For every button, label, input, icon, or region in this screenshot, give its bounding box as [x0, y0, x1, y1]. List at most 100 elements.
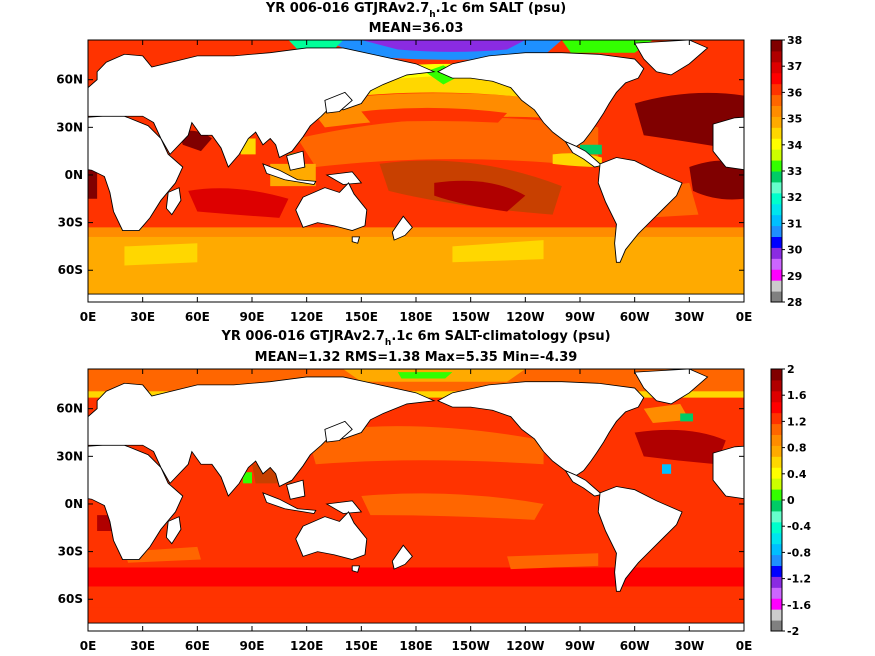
- x-tick-label: 60W: [620, 310, 650, 324]
- colorbar-tick-label: 1.6: [787, 389, 807, 402]
- colorbar-swatch: [771, 587, 782, 599]
- x-tick-label: 30E: [130, 310, 155, 324]
- colorbar-swatch: [771, 521, 782, 534]
- colorbar-tick-label: 0: [787, 494, 795, 507]
- colorbar-tick-label: 1.2: [787, 415, 807, 428]
- x-tick-label: 150E: [345, 639, 378, 653]
- x-tick-label: 0E: [736, 310, 753, 324]
- x-tick-label: 180E: [399, 639, 432, 653]
- colorbar-swatch: [771, 291, 782, 303]
- colorbar-swatch: [771, 269, 782, 281]
- y-tick-label: 0N: [65, 168, 83, 182]
- colorbar-swatch: [771, 401, 782, 414]
- panel1-title: YR 006-016 GTJRAv2.7h.1c 6m SALT (psu): [265, 1, 566, 20]
- x-tick-label: 150E: [345, 310, 378, 324]
- colorbar-tick-label: 2: [787, 363, 795, 376]
- x-tick-label: 60E: [185, 310, 210, 324]
- colorbar-tick-label: 34: [787, 139, 803, 152]
- colorbar-swatch: [771, 532, 782, 545]
- colorbar-tick-label: 0.8: [787, 442, 807, 455]
- colorbar-tick-label: -0.8: [787, 546, 811, 559]
- y-tick-label: 60S: [58, 592, 83, 606]
- colorbar-tick-label: -1.6: [787, 599, 811, 612]
- colorbar-swatch: [771, 40, 782, 52]
- x-tick-label: 150W: [452, 310, 490, 324]
- x-tick-label: 90W: [565, 639, 595, 653]
- panel-salinity: YR 006-016 GTJRAv2.7h.1c 6m SALT (psu) M…: [56, 1, 803, 324]
- x-tick-label: 120E: [290, 639, 323, 653]
- colorbar-tick-label: 30: [787, 244, 803, 257]
- x-tick-label: 120W: [506, 310, 544, 324]
- x-tick-label: 30W: [674, 310, 704, 324]
- colorbar-swatch: [771, 609, 782, 621]
- colorbar-tick-label: 37: [787, 60, 802, 73]
- x-tick-label: 30W: [674, 639, 704, 653]
- x-tick-label: 120E: [290, 310, 323, 324]
- x-tick-label: 0E: [736, 639, 753, 653]
- colorbar-tick-label: 36: [787, 86, 803, 99]
- colorbar-swatch: [771, 225, 782, 237]
- y-tick-label: 30S: [58, 216, 83, 230]
- colorbar-swatch: [771, 478, 782, 490]
- colorbar-tick-label: 29: [787, 270, 802, 283]
- x-tick-label: 90E: [240, 310, 265, 324]
- colorbar-swatch: [771, 236, 782, 248]
- x-tick-label: 90W: [565, 310, 595, 324]
- colorbar-swatch: [771, 543, 782, 556]
- colorbar-swatch: [771, 192, 782, 205]
- panel2-axes: 0E 30E 60E 90E 120E 150E 180E 150W 120W 90W 60W 30W…: [56, 369, 752, 653]
- y-tick-label: 30S: [58, 545, 83, 559]
- colorbar-swatch: [771, 445, 782, 457]
- colorbar-swatch: [771, 412, 782, 425]
- colorbar-swatch: [771, 554, 782, 566]
- panel2-map: [88, 369, 744, 631]
- colorbar-swatch: [771, 181, 782, 194]
- x-tick-label: 60E: [185, 639, 210, 653]
- panel1-axes: 0E 30E 60E 90E 120E 150E 180E 150W 120W 90W 60W 30W…: [56, 40, 752, 324]
- colorbar-swatch: [771, 214, 782, 227]
- colorbar-swatch: [771, 138, 782, 150]
- y-tick-label: 30N: [56, 449, 83, 463]
- colorbar-swatch: [771, 456, 782, 468]
- colorbar-tick-label: 0.4: [787, 468, 807, 481]
- colorbar-swatch: [771, 423, 782, 435]
- colorbar-swatch: [771, 171, 782, 183]
- panel2-colorbar: 2 1.6 1.2 0.8 0.4 0 -0.4 -0.8 -1.2 -1.6 -2: [770, 363, 811, 638]
- y-tick-label: 60S: [58, 263, 83, 277]
- colorbar-swatch: [771, 83, 782, 96]
- colorbar-swatch: [771, 489, 782, 501]
- colorbar-swatch: [771, 247, 782, 259]
- colorbar-swatch: [771, 598, 782, 610]
- colorbar-swatch: [771, 379, 782, 392]
- x-tick-label: 90E: [240, 639, 265, 653]
- colorbar-swatch: [771, 467, 782, 479]
- colorbar-swatch: [771, 203, 782, 216]
- panel2-subtitle: MEAN=1.32 RMS=1.38 Max=5.35 Min=-4.39: [255, 350, 578, 365]
- colorbar-swatch: [771, 280, 782, 292]
- x-tick-label: 30E: [130, 639, 155, 653]
- colorbar-swatch: [771, 369, 782, 381]
- x-tick-label: 0E: [80, 639, 97, 653]
- x-tick-label: 0E: [80, 310, 97, 324]
- panel1-map: [88, 40, 744, 302]
- colorbar-tick-label: 35: [787, 113, 802, 126]
- colorbar-tick-label: 33: [787, 165, 802, 178]
- colorbar-swatch: [771, 434, 782, 446]
- colorbar-tick-label: 38: [787, 34, 802, 47]
- colorbar-tick-label: -2: [787, 625, 799, 638]
- panel-anomaly: YR 006-016 GTJRAv2.7h.1c 6m SALT-climato…: [56, 329, 811, 653]
- x-tick-label: 120W: [506, 639, 544, 653]
- colorbar-swatch: [771, 105, 782, 117]
- x-tick-label: 180E: [399, 310, 432, 324]
- colorbar-tick-label: 32: [787, 191, 802, 204]
- colorbar-swatch: [771, 258, 782, 270]
- colorbar-swatch: [771, 576, 782, 588]
- colorbar-tick-label: -0.4: [787, 520, 811, 533]
- colorbar-swatch: [771, 50, 782, 63]
- colorbar-swatch: [771, 94, 782, 106]
- colorbar-tick-label: 28: [787, 296, 802, 309]
- y-tick-label: 0N: [65, 497, 83, 511]
- x-tick-label: 150W: [452, 639, 490, 653]
- colorbar-swatch: [771, 61, 782, 74]
